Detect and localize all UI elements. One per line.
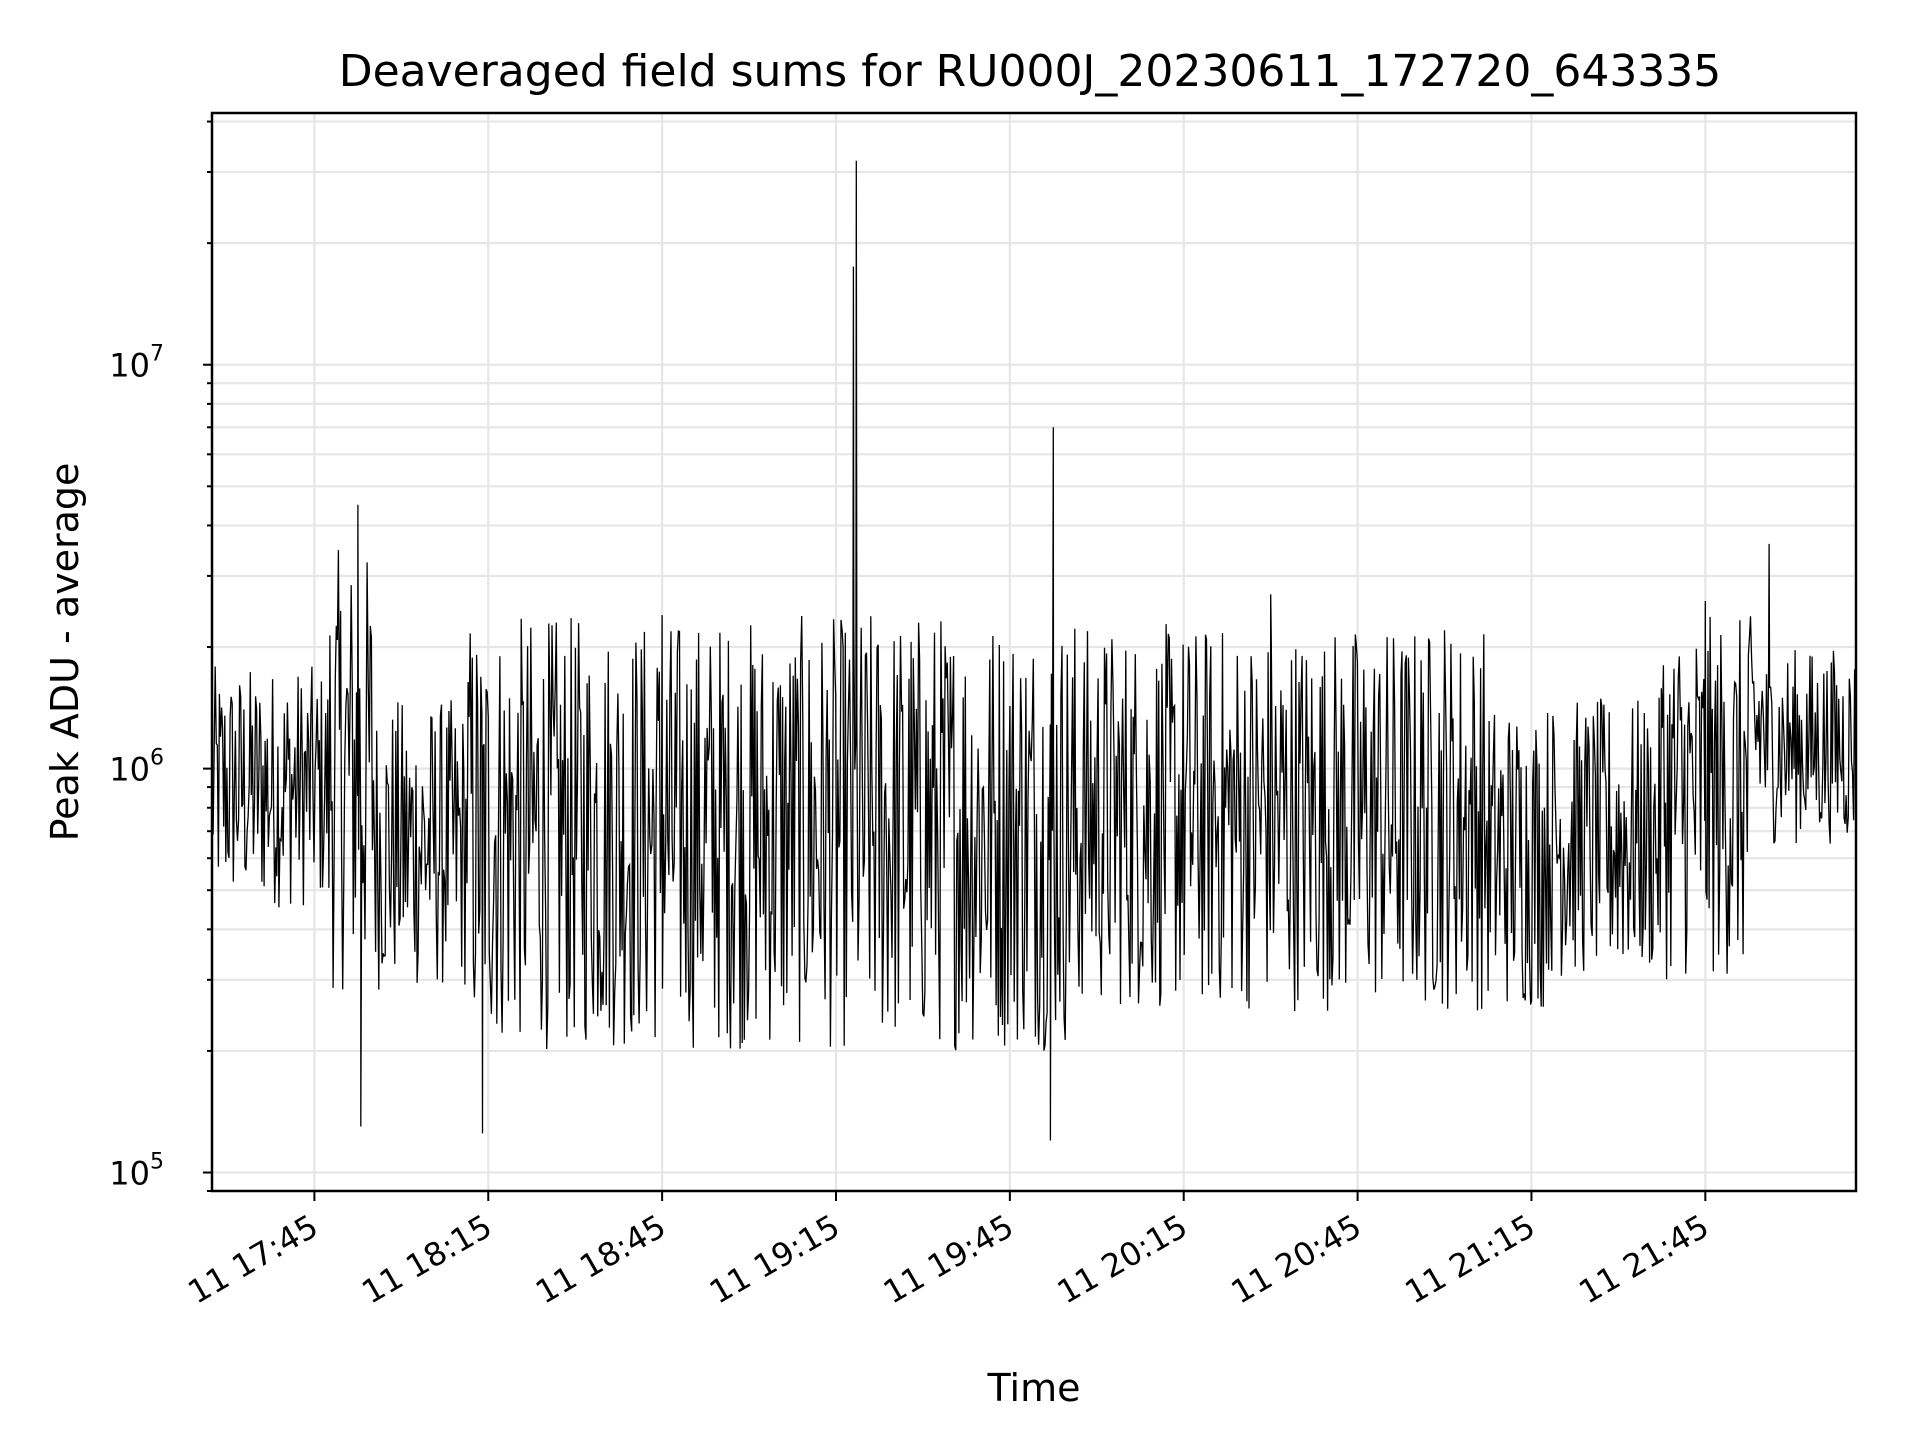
y-tick-label: 106 [109, 746, 164, 789]
chart-title: Deaveraged field sums for RU000J_2023061… [339, 46, 1722, 97]
series-line [211, 160, 1857, 1141]
data-layer [211, 160, 1857, 1141]
y-tick-label: 107 [109, 342, 164, 385]
y-axis: 105 106 107 [109, 120, 212, 1193]
y-tick-label: 105 [109, 1150, 164, 1193]
plot-frame [210, 111, 1858, 1193]
x-axis-label: Time [987, 1366, 1081, 1410]
y-axis-label: Peak ADU - average [43, 463, 87, 842]
